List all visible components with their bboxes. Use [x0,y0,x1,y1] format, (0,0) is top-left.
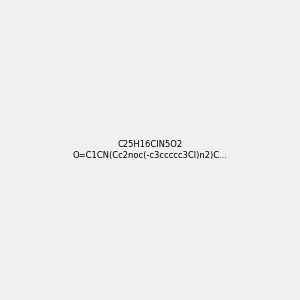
Text: C25H16ClN5O2
O=C1CN(Cc2noc(-c3ccccc3Cl)n2)C...: C25H16ClN5O2 O=C1CN(Cc2noc(-c3ccccc3Cl)n… [73,140,227,160]
